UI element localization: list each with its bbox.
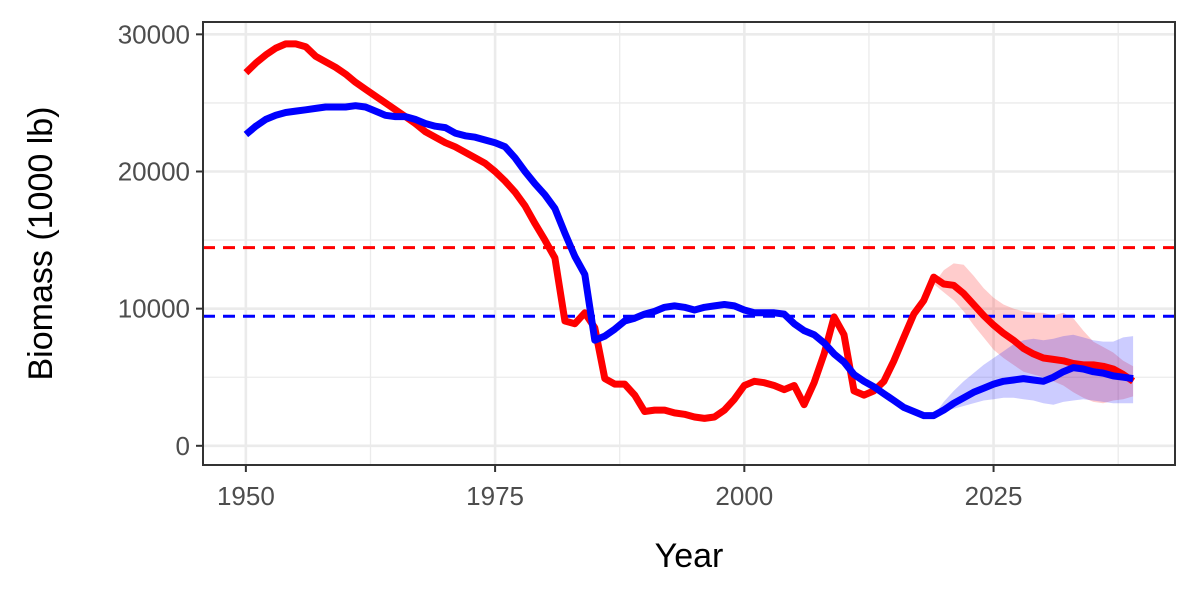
y-tick-label: 10000 (118, 294, 190, 324)
series-line (243, 102, 1134, 420)
x-tick-label: 1950 (217, 481, 275, 511)
x-tick-label: 1975 (466, 481, 524, 511)
y-tick-label: 20000 (118, 156, 190, 186)
y-axis-title: Biomass (1000 lb) (22, 106, 60, 380)
axis-ticks: 1950 1975 2000 2025 0 10000 20000 30000 (118, 19, 1023, 511)
panel-border (202, 21, 1176, 466)
y-tick-label: 0 (176, 431, 190, 461)
x-axis-title: Year (655, 537, 724, 575)
y-tick-label: 30000 (118, 19, 190, 49)
series-line (243, 40, 1136, 422)
series-lines (243, 40, 1136, 422)
confidence-band (933, 334, 1134, 416)
x-tick-label: 2000 (715, 481, 773, 511)
reference-lines (203, 246, 1175, 318)
x-tick-label: 2025 (965, 481, 1023, 511)
